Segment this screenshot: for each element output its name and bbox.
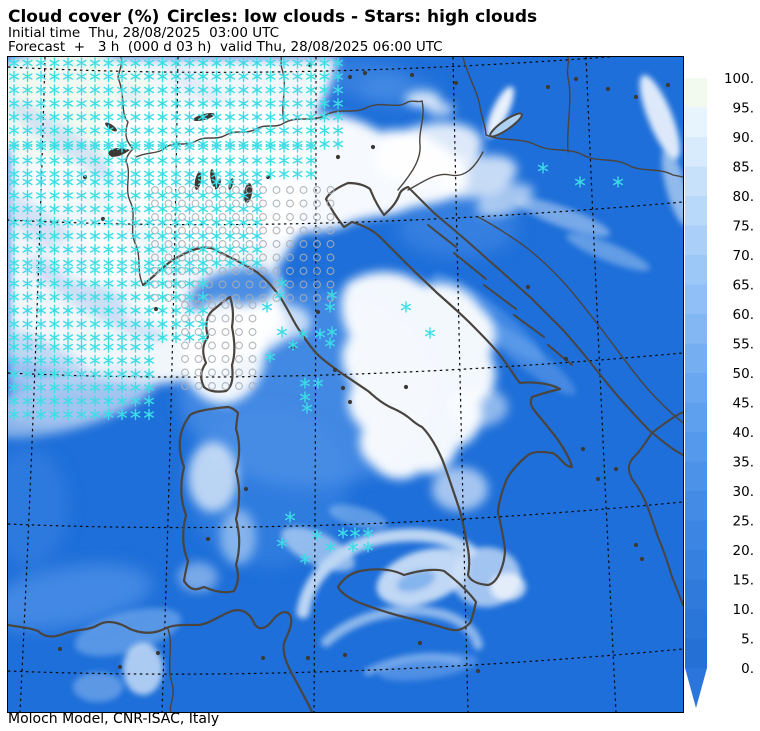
colorbar-labels: 100. 95. 90. 85. 80. 75. 70. 65. 60. 55. 50. 45. 40.…	[724, 71, 754, 677]
colorbar-bands	[685, 78, 707, 669]
model-credit: Moloch Model, CNR-ISAC, Italy	[8, 711, 220, 727]
high-cloud-stars-layer	[9, 57, 623, 565]
svg-text:90.: 90.	[733, 130, 754, 146]
sardinia-coastline	[178, 405, 241, 594]
svg-text:10.: 10.	[733, 602, 754, 618]
lat-lon-graticule	[8, 57, 683, 712]
small-lakes-and-islands	[57, 62, 671, 674]
svg-text:40.: 40.	[733, 425, 754, 441]
map-frame	[7, 56, 684, 713]
svg-text:55.: 55.	[733, 336, 754, 352]
svg-text:80.: 80.	[733, 189, 754, 205]
low-cloud-circles-layer	[151, 186, 335, 390]
svg-text:15.: 15.	[733, 572, 754, 588]
svg-text:70.: 70.	[733, 248, 754, 264]
svg-text:75.: 75.	[733, 218, 754, 234]
africa-coastline	[8, 609, 314, 712]
coastlines	[8, 57, 683, 712]
forecast-time-label: Forecast + 3 h (000 d 03 h) valid Thu, 2…	[8, 39, 443, 55]
sicily-coastline	[336, 568, 478, 632]
dalmatia-coastline	[407, 186, 683, 456]
svg-text:20.: 20.	[733, 543, 754, 559]
colorbar-arrow	[685, 668, 707, 708]
svg-text:35.: 35.	[733, 454, 754, 470]
italy-coastline	[141, 181, 574, 587]
corsica-coastline	[200, 295, 236, 393]
initial-time-label: Initial time Thu, 28/08/2025 03:00 UTC	[8, 25, 280, 41]
svg-text:0.: 0.	[741, 661, 754, 677]
dalmatia-islands	[427, 224, 573, 366]
svg-text:5.: 5.	[741, 631, 754, 647]
svg-text:60.: 60.	[733, 307, 754, 323]
svg-text:95.: 95.	[733, 100, 754, 116]
svg-text:45.: 45.	[733, 395, 754, 411]
svg-text:85.: 85.	[733, 159, 754, 175]
cloud-cover-map	[8, 57, 683, 712]
svg-text:50.: 50.	[733, 366, 754, 382]
symbol-legend: Circles: low clouds - Stars: high clouds	[167, 7, 538, 27]
svg-text:100.: 100.	[724, 71, 754, 87]
svg-text:65.: 65.	[733, 277, 754, 293]
albania-coastline	[627, 411, 683, 606]
svg-text:30.: 30.	[733, 484, 754, 500]
lake-balaton	[489, 112, 523, 138]
svg-text:25.: 25.	[733, 513, 754, 529]
page-title: Cloud cover (%)	[8, 7, 160, 27]
colorbar: 100. 95. 90. 85. 80. 75. 70. 65. 60. 55. 50. 45. 40.…	[684, 57, 760, 731]
